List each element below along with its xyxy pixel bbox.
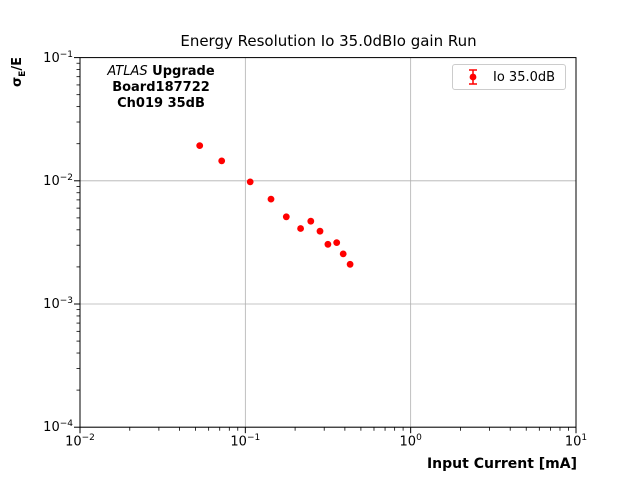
data-point xyxy=(346,260,354,268)
data-point xyxy=(339,250,347,258)
axes-spines xyxy=(79,57,577,428)
legend-label: Io 35.0dB xyxy=(493,69,556,85)
legend: Io 35.0dB xyxy=(452,64,567,90)
data-point xyxy=(316,227,324,235)
data-point xyxy=(282,213,290,221)
y-axis-label-sigma: σ xyxy=(10,76,26,87)
annotation-experiment: ATLAS xyxy=(107,64,148,79)
data-point xyxy=(246,178,254,186)
y-axis-label: σE/E xyxy=(10,57,28,87)
data-point xyxy=(307,217,315,225)
chart-title: Energy Resolution Io 35.0dBIo gain Run xyxy=(180,32,477,50)
data-point xyxy=(196,142,204,150)
data-point xyxy=(297,225,304,232)
y-axis-label-rest: /E xyxy=(10,57,26,71)
annotation-upgrade: Upgrade xyxy=(152,64,215,79)
annotation-line-3: Ch019 35dB xyxy=(117,96,205,111)
errorbar-marker-icon xyxy=(469,69,477,85)
data-point xyxy=(218,157,226,165)
annotation-line-1: ATLAS Upgrade xyxy=(107,64,214,80)
data-point xyxy=(267,195,275,203)
annotation: ATLAS Upgrade Board187722 Ch019 35dB xyxy=(107,64,214,112)
y-axis-label-sub: E xyxy=(17,70,28,77)
data-point xyxy=(324,240,332,248)
data-point xyxy=(333,239,341,247)
x-axis-label: Input Current [mA] xyxy=(426,456,577,472)
annotation-line-2: Board187722 xyxy=(112,80,210,95)
